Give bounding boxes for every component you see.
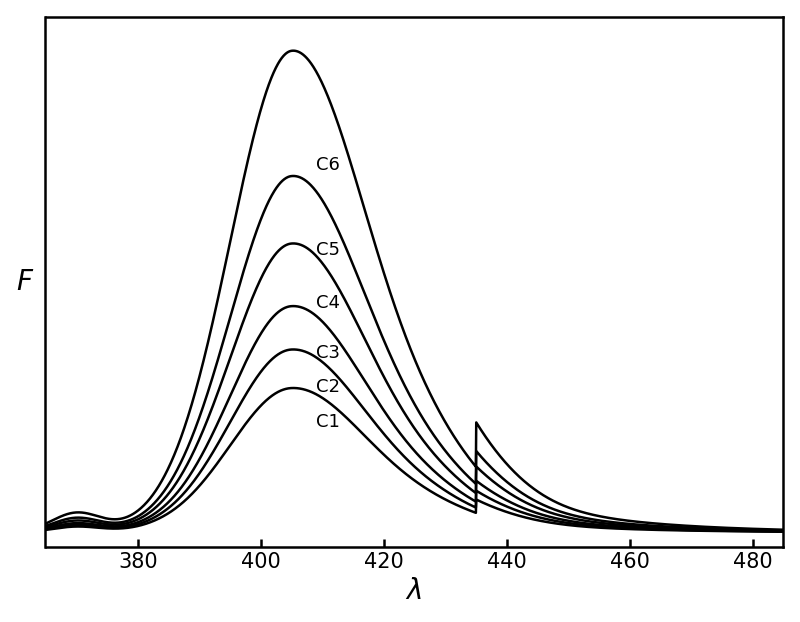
- X-axis label: λ: λ: [406, 577, 422, 605]
- Text: C5: C5: [316, 241, 340, 259]
- Text: C6: C6: [316, 156, 340, 174]
- Text: C1: C1: [316, 413, 340, 431]
- Text: C4: C4: [316, 294, 340, 312]
- Text: C3: C3: [316, 344, 340, 362]
- Y-axis label: F: F: [17, 268, 33, 296]
- Text: C2: C2: [316, 378, 340, 396]
